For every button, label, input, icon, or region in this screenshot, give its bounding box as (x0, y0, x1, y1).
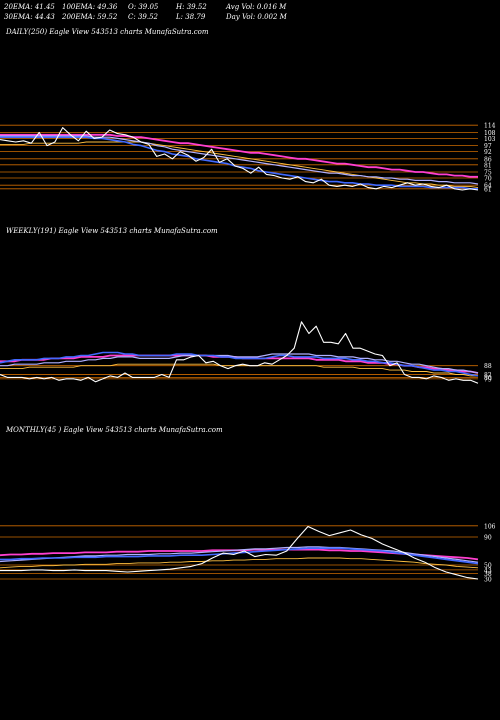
daily-price-line (0, 127, 479, 191)
header-30ema: 30EMA: 44.43 (4, 13, 55, 21)
daily-panel-label: DAILY(250) Eagle View 543513 charts Muna… (6, 28, 209, 36)
header-close: C: 39.52 (128, 13, 158, 21)
daily-level-label-10: 61 (484, 186, 492, 193)
header-low: L: 38.79 (176, 13, 206, 21)
weekly-level-label-1: 82 (484, 372, 492, 379)
daily-level-label-3: 97 (484, 143, 492, 150)
monthly-level-label-2: 50 (484, 563, 492, 570)
daily-level-label-7: 75 (484, 170, 492, 177)
monthly-price-line (0, 525, 479, 580)
monthly-level-label-1: 90 (484, 535, 492, 542)
daily-level-label-0: 114 (484, 123, 496, 130)
daily-level-label-2: 103 (484, 136, 496, 143)
monthly-level-label-5: 30 (484, 577, 492, 584)
daily-ema-long-line (0, 141, 479, 189)
weekly-ema-fast-line (0, 351, 479, 377)
daily-level-label-1: 108 (484, 130, 496, 137)
daily-level-label-6: 81 (484, 162, 492, 169)
monthly-panel-label: MONTHLY(45 ) Eagle View 543513 charts Mu… (6, 426, 223, 434)
weekly-panel-label: WEEKLY(191) Eagle View 543513 charts Mun… (6, 227, 218, 235)
header-100ema: 100EMA: 49.36 (62, 3, 118, 11)
header-avg-vol: Avg Vol: 0.016 M (226, 3, 287, 11)
daily-ema-mid-line (0, 135, 479, 185)
monthly-level-label-4: 38 (484, 571, 492, 578)
header-high: H: 39.52 (176, 3, 207, 11)
weekly-level-label-3: 79 (484, 376, 492, 383)
header-200ema: 200EMA: 59.52 (62, 13, 118, 21)
monthly-level-label-3: 43 (484, 567, 492, 574)
weekly-level-label-0: 88 (484, 363, 492, 370)
monthly-level-label-0: 106 (484, 523, 496, 530)
monthly-ema-long-line (0, 557, 479, 569)
daily-ema-fast-line (0, 136, 478, 190)
daily-level-label-8: 70 (484, 176, 492, 183)
header-day-vol: Day Vol: 0.002 M (226, 13, 287, 21)
weekly-price-line (0, 321, 479, 384)
monthly-ema-mid-line (0, 546, 479, 563)
daily-level-label-4: 92 (484, 149, 492, 156)
header-open: O: 39.05 (128, 3, 159, 11)
daily-level-label-9: 64 (484, 183, 492, 190)
daily-level-label-5: 86 (484, 156, 492, 163)
header-20ema: 20EMA: 41.45 (4, 3, 55, 11)
weekly-level-label-2: 80 (484, 375, 492, 382)
daily-ema-slow-line (0, 133, 478, 178)
weekly-ema-mid-line (0, 353, 479, 374)
weekly-ema-long-line (0, 363, 478, 377)
